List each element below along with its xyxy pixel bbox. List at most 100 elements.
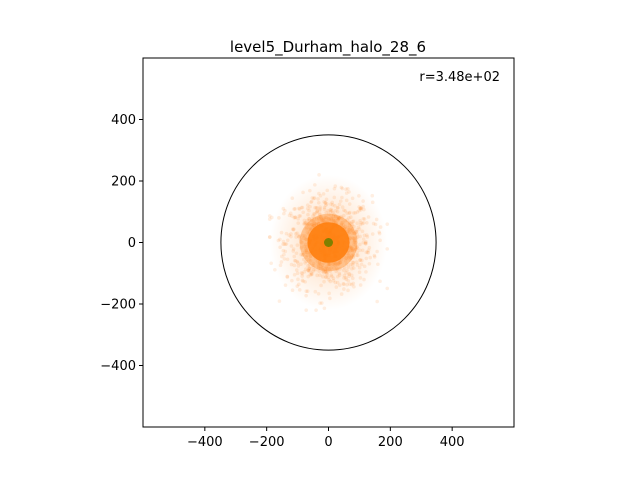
particle: [292, 215, 297, 220]
particle: [295, 243, 300, 247]
particle: [356, 253, 360, 258]
particle: [320, 263, 324, 267]
particle: [276, 238, 281, 243]
particle: [350, 276, 355, 281]
particle: [322, 216, 326, 221]
particle: [304, 248, 309, 252]
particle: [347, 254, 352, 259]
particle: [343, 218, 348, 223]
particle: [297, 207, 302, 211]
particle: [303, 234, 307, 238]
particle: [322, 207, 327, 212]
particle: [307, 269, 312, 273]
particle: [349, 273, 354, 278]
particle: [305, 218, 309, 223]
particle: [311, 265, 316, 269]
particle: [348, 210, 352, 215]
particle: [312, 196, 317, 200]
y-tick-label: 0: [128, 236, 136, 251]
particle: [303, 247, 308, 251]
particle: [319, 266, 323, 271]
particle: [348, 262, 353, 267]
particle: [304, 255, 309, 259]
particle: [294, 235, 298, 239]
particle: [350, 263, 355, 267]
particle: [343, 259, 348, 263]
particle: [313, 212, 317, 216]
particle: [328, 208, 333, 213]
particle: [317, 173, 321, 177]
particle: [325, 202, 329, 206]
particle: [308, 226, 312, 231]
particle: [364, 233, 369, 237]
particle: [302, 221, 307, 225]
particle: [347, 272, 352, 277]
particle: [295, 271, 300, 276]
particle: [344, 191, 349, 195]
particle: [281, 206, 286, 211]
particle: [350, 248, 354, 253]
particle: [319, 283, 323, 288]
particle: [323, 217, 328, 222]
particle: [329, 273, 334, 277]
particle: [321, 271, 326, 275]
particle: [312, 212, 316, 216]
particle: [353, 231, 357, 236]
particle: [345, 262, 349, 267]
particle: [366, 215, 371, 219]
particle: [344, 277, 349, 282]
particle: [323, 215, 328, 219]
particle: [306, 268, 310, 272]
particle: [321, 217, 326, 222]
particle: [300, 252, 305, 257]
particle: [325, 269, 330, 273]
particle: [358, 283, 363, 287]
particle: [377, 231, 382, 236]
particle: [352, 240, 357, 245]
particle: [339, 222, 343, 227]
particle: [289, 234, 293, 239]
particle: [352, 237, 356, 241]
particle: [313, 289, 318, 294]
particle: [357, 265, 362, 270]
particle: [347, 190, 351, 194]
particle: [345, 268, 349, 273]
particle: [335, 216, 339, 221]
particle: [358, 234, 362, 239]
particle: [355, 221, 359, 226]
particle: [292, 272, 297, 277]
particle: [282, 242, 287, 246]
particle: [350, 222, 355, 227]
particle: [312, 224, 316, 228]
particle: [305, 206, 310, 211]
particle: [311, 219, 315, 223]
particle: [322, 306, 327, 311]
particle: [333, 184, 338, 188]
particle: [300, 274, 304, 278]
particle: [357, 208, 361, 213]
particle: [378, 225, 383, 229]
particle: [344, 275, 348, 280]
particle: [306, 268, 310, 273]
particle: [354, 229, 359, 234]
particle-cloud: [267, 173, 390, 312]
particle: [351, 229, 355, 234]
particle: [350, 224, 354, 229]
particle: [346, 265, 351, 269]
particle: [323, 201, 327, 205]
particle: [352, 224, 356, 229]
particle: [364, 256, 369, 261]
particle: [303, 261, 307, 265]
particle: [353, 243, 358, 247]
particle: [305, 253, 309, 258]
particle: [339, 292, 344, 296]
particle: [370, 200, 375, 205]
particle: [309, 226, 314, 231]
particle: [312, 223, 317, 228]
particle: [299, 262, 303, 267]
particle: [287, 213, 292, 218]
particle: [347, 216, 351, 220]
particle: [278, 263, 283, 268]
particle: [348, 248, 353, 253]
